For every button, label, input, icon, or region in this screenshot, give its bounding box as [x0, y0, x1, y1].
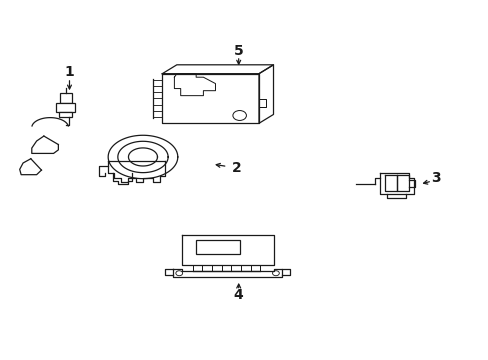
Bar: [59, 112, 72, 117]
Circle shape: [272, 271, 279, 276]
Circle shape: [176, 271, 182, 276]
Text: 1: 1: [64, 65, 74, 79]
Text: 3: 3: [430, 171, 439, 185]
Circle shape: [232, 111, 246, 121]
Bar: [56, 103, 75, 112]
Bar: [196, 239, 239, 255]
Text: 4: 4: [233, 288, 243, 302]
Text: 2: 2: [232, 161, 242, 175]
Bar: [60, 93, 72, 103]
Text: 5: 5: [233, 44, 243, 58]
